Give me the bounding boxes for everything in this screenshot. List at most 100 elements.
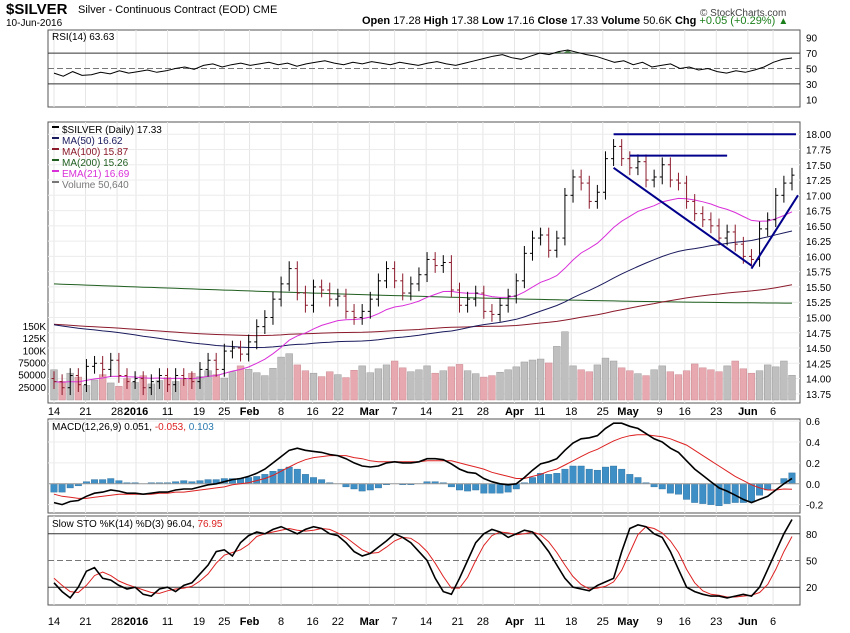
volume-bar [593, 364, 602, 401]
high-label: High [423, 15, 449, 27]
x-tick-label: 16 [679, 616, 691, 628]
volume-bar [674, 374, 683, 401]
macd-histogram-bar [472, 483, 480, 491]
volume-bar [601, 357, 610, 401]
price-y-tick-label: 15.75 [806, 268, 831, 279]
volume-bar [536, 358, 545, 401]
macd-histogram-bar [634, 477, 642, 484]
price-y-tick-label: 14.25 [806, 359, 831, 370]
up-arrow-icon: ▲ [778, 16, 789, 27]
macd-histogram-bar [666, 483, 674, 494]
x-tick-label: Apr [505, 616, 525, 628]
exchange-text: CME [252, 4, 278, 16]
rsi-title: RSI(14) 63.63 [52, 32, 115, 43]
volume-bar [447, 366, 456, 401]
macd-histogram-bar [488, 483, 496, 494]
volume-bar [366, 372, 374, 401]
macd-histogram-bar [626, 474, 634, 484]
volume-bar [585, 371, 593, 401]
volume-bar [691, 363, 699, 401]
macd-histogram-bar [723, 483, 731, 504]
x-tick-label: 21 [79, 616, 91, 628]
x-tick-label: 21 [79, 406, 91, 418]
macd-histogram-bar [683, 483, 691, 500]
macd-histogram-bar [561, 468, 569, 484]
rsi-y-tick-label: 70 [806, 49, 818, 60]
sto-k-value: 96.04, [167, 519, 198, 530]
volume-bar [244, 369, 253, 401]
x-tick-label: 21 [452, 406, 464, 418]
close-value: 17.33 [570, 15, 599, 27]
volume-bar [431, 372, 439, 401]
price-y-tick-label: 15.50 [806, 283, 831, 294]
volume-bar [90, 379, 99, 401]
volume-bar [253, 372, 261, 401]
macd-histogram-bar [285, 466, 293, 484]
x-tick-label: 22 [332, 406, 344, 418]
x-tick-label: 9 [656, 406, 662, 418]
macd-histogram-bar [366, 483, 374, 491]
price-y-tick-label: 13.75 [806, 390, 831, 401]
macd-histogram-bar [293, 468, 301, 484]
ema21-line [53, 197, 793, 383]
x-tick-label: 18 [565, 616, 577, 628]
volume-bar [455, 364, 464, 401]
volume-bar [472, 373, 480, 401]
high-value: 17.38 [451, 15, 479, 27]
macd-y-tick-label: -0.2 [806, 501, 824, 512]
x-tick-label: Jun [738, 616, 758, 628]
macd-histogram-bar [99, 479, 107, 484]
sto-d-line [53, 526, 793, 598]
volume-bar [772, 366, 780, 401]
macd-histogram-bar [545, 474, 553, 484]
volume-bar [317, 376, 326, 401]
volume-bar [780, 360, 788, 401]
x-tick-label: 7 [392, 616, 398, 628]
volume-bar [285, 353, 293, 401]
volume-bar [390, 360, 399, 401]
volume-bar [107, 382, 115, 401]
volume-bar [342, 377, 350, 401]
volume-y-tick-label: 125K [23, 334, 47, 345]
x-tick-label: 7 [392, 406, 398, 418]
x-tick-label: May [617, 406, 639, 418]
x-tick-label: 25 [218, 616, 230, 628]
volume-bar [609, 360, 618, 401]
x-tick-label: 16 [306, 406, 318, 418]
volume-bar [301, 370, 310, 401]
price-y-tick-label: 14.50 [806, 344, 831, 355]
x-tick-label: 16 [306, 616, 318, 628]
description-text: Silver - Continuous Contract (EOD) [78, 4, 250, 16]
macd-histogram-bar [788, 472, 796, 484]
sto-k-line [53, 519, 793, 600]
x-tick-label: 14 [48, 616, 60, 628]
volume-bar [707, 369, 715, 401]
macd-histogram-bar [756, 483, 764, 496]
sto-y-tick-label: 50 [806, 557, 818, 568]
x-tick-label: 25 [218, 406, 230, 418]
price-y-tick-label: 18.00 [806, 130, 831, 141]
macd-title: MACD(12,26,9) 0.051, -0.053, 0.103 [52, 422, 214, 433]
volume-bar [261, 375, 269, 401]
legend-entry: MA(200) 15.26 [62, 158, 129, 169]
macd-histogram-bar [350, 483, 358, 490]
volume-bar [731, 360, 739, 401]
x-tick-label: 11 [162, 406, 173, 418]
macd-histogram-bar [529, 477, 536, 484]
macd-histogram-bar [577, 465, 585, 484]
price-y-tick-label: 17.25 [806, 176, 831, 187]
macd-signal-line [53, 434, 793, 499]
x-tick-label: May [617, 616, 639, 628]
macd-histogram-bar [748, 483, 755, 502]
macd-histogram-bar [464, 483, 472, 492]
volume-bar [496, 371, 504, 401]
price-y-tick-label: 14.75 [806, 329, 831, 340]
volume-label: Volume [601, 15, 641, 27]
macd-y-tick-label: 0.4 [806, 438, 820, 449]
x-tick-label: 28 [111, 616, 123, 628]
volume-bar [569, 365, 577, 401]
volume-bar [309, 372, 318, 401]
volume-y-tick-label: 50000 [18, 371, 46, 382]
rsi-overbought-fill [553, 50, 582, 54]
